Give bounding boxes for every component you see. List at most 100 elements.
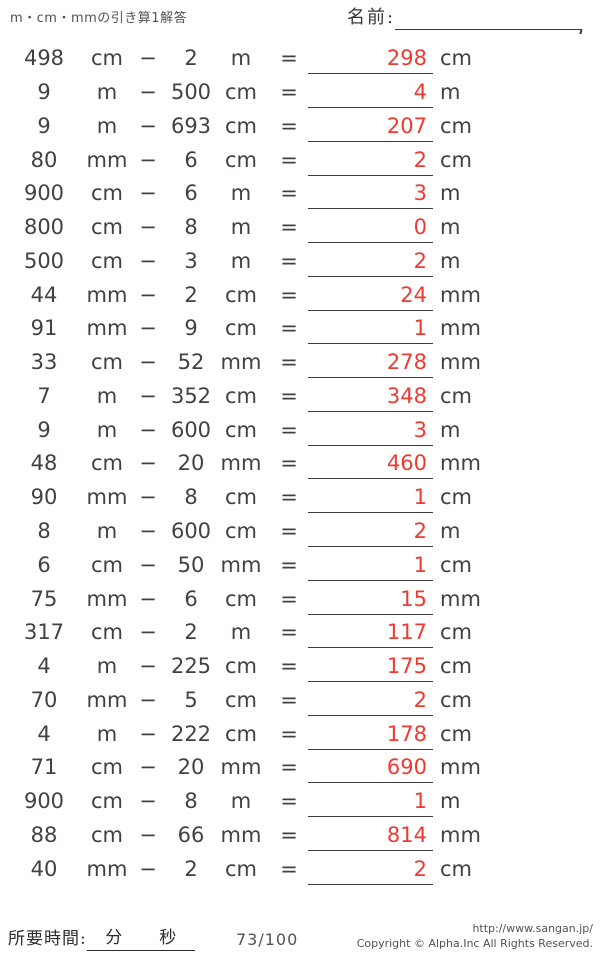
equals-sign: =: [280, 417, 298, 442]
answer-line: 2: [308, 148, 433, 176]
problem-list: 498 cm − 2 m = 298 cm 9 m − 500 cm = 4 m…: [0, 41, 600, 885]
equals-sign: =: [280, 383, 298, 408]
operand1-value: 9: [37, 417, 51, 442]
operand1-value: 91: [30, 316, 58, 341]
answer-value: 348: [386, 383, 427, 408]
problem-row: 4 m − 225 cm = 175 cm: [0, 648, 600, 683]
answer-line: 3: [308, 181, 433, 210]
operand2-unit: mm: [220, 451, 262, 476]
operand2-unit: m: [230, 46, 252, 71]
seconds-label: 秒: [159, 928, 177, 948]
name-input-line: [395, 5, 582, 30]
answer-line: 3: [308, 418, 433, 446]
operand2-value: 352: [170, 383, 212, 408]
answer-unit: cm: [440, 552, 473, 577]
answer-unit: cm: [440, 687, 473, 712]
operand2-value: 222: [170, 721, 212, 746]
equals-sign: =: [280, 215, 298, 240]
operand1-value: 6: [37, 552, 51, 577]
page-title: m・cm・mmの引き算1解答: [10, 11, 188, 26]
answer-value: 2: [413, 687, 427, 712]
problem-row: 48 cm − 20 mm = 460 mm: [0, 446, 600, 480]
answer-value: 1: [413, 316, 427, 341]
answer-value: 207: [386, 113, 427, 138]
answer-unit: cm: [440, 383, 473, 408]
operand2-value: 8: [184, 485, 198, 510]
operand1-value: 800: [23, 215, 65, 240]
minus-sign: −: [139, 687, 157, 712]
operand2-value: 20: [177, 451, 205, 476]
minus-sign: −: [139, 789, 157, 814]
operand2-value: 2: [184, 282, 198, 307]
answer-line: 814: [308, 823, 433, 851]
operand1-unit: mm: [86, 586, 128, 611]
minus-sign: −: [139, 181, 157, 206]
equals-sign: =: [280, 822, 298, 847]
answer-unit: m: [440, 518, 461, 543]
operand2-unit: m: [230, 215, 252, 240]
operand2-value: 693: [170, 113, 212, 138]
operand2-unit: mm: [220, 822, 262, 847]
operand2-unit: cm: [224, 654, 257, 679]
operand1-unit: cm: [90, 181, 123, 206]
operand1-unit: m: [96, 417, 118, 442]
answer-line: 2: [308, 519, 433, 547]
answer-unit: m: [440, 248, 461, 273]
answer-line: 15: [308, 587, 433, 615]
operand2-unit: cm: [224, 856, 257, 881]
equals-sign: =: [280, 46, 298, 71]
page-number: 73/100: [236, 930, 299, 949]
operand2-value: 3: [184, 248, 198, 273]
minus-sign: −: [139, 654, 157, 679]
problem-row: 80 mm − 6 cm = 2 cm: [0, 142, 600, 176]
operand2-unit: mm: [220, 350, 262, 375]
answer-unit: mm: [440, 822, 481, 847]
operand2-unit: cm: [224, 113, 257, 138]
operand2-unit: cm: [224, 518, 257, 543]
operand1-unit: m: [96, 113, 118, 138]
operand2-unit: cm: [224, 383, 257, 408]
equals-sign: =: [280, 654, 298, 679]
problem-row: 70 mm − 5 cm = 2 cm: [0, 682, 600, 716]
operand1-unit: mm: [86, 485, 128, 510]
operand2-value: 6: [184, 181, 198, 206]
answer-unit: mm: [440, 282, 481, 307]
problem-row: 8 m − 600 cm = 2 m: [0, 513, 600, 547]
minus-sign: −: [139, 248, 157, 273]
answer-line: 278: [308, 350, 433, 379]
answer-value: 278: [386, 350, 427, 375]
equals-sign: =: [280, 181, 298, 206]
answer-unit: cm: [440, 654, 473, 679]
answer-unit: cm: [440, 147, 473, 172]
answer-unit: m: [440, 789, 461, 814]
problem-row: 33 cm − 52 mm = 278 mm: [0, 344, 600, 379]
answer-unit: mm: [440, 586, 481, 611]
operand2-value: 6: [184, 147, 198, 172]
operand2-value: 6: [184, 586, 198, 611]
minus-sign: −: [139, 215, 157, 240]
answer-value: 2: [413, 856, 427, 881]
problem-row: 900 cm − 8 m = 1 m: [0, 783, 600, 818]
answer-value: 3: [413, 417, 427, 442]
answer-line: 460: [308, 451, 433, 480]
operand1-value: 33: [30, 350, 58, 375]
minus-sign: −: [139, 856, 157, 881]
operand1-unit: cm: [90, 789, 123, 814]
problem-row: 9 m − 600 cm = 3 m: [0, 412, 600, 446]
problem-row: 498 cm − 2 m = 298 cm: [0, 41, 600, 75]
problem-row: 900 cm − 6 m = 3 m: [0, 176, 600, 210]
answer-value: 690: [386, 755, 427, 780]
copyright-text: Copyright © Alpha.Inc All Rights Reserve…: [356, 937, 593, 951]
operand2-value: 8: [184, 789, 198, 814]
minus-sign: −: [139, 552, 157, 577]
time-input-line: 分 秒: [86, 927, 195, 951]
operand1-unit: mm: [86, 856, 128, 881]
operand2-value: 52: [177, 350, 205, 375]
answer-line: 2: [308, 688, 433, 716]
answer-value: 2: [413, 248, 427, 273]
time-label: 所要時間:: [8, 929, 87, 949]
operand2-unit: cm: [224, 417, 257, 442]
answer-unit: m: [440, 417, 461, 442]
operand2-value: 5: [184, 687, 198, 712]
